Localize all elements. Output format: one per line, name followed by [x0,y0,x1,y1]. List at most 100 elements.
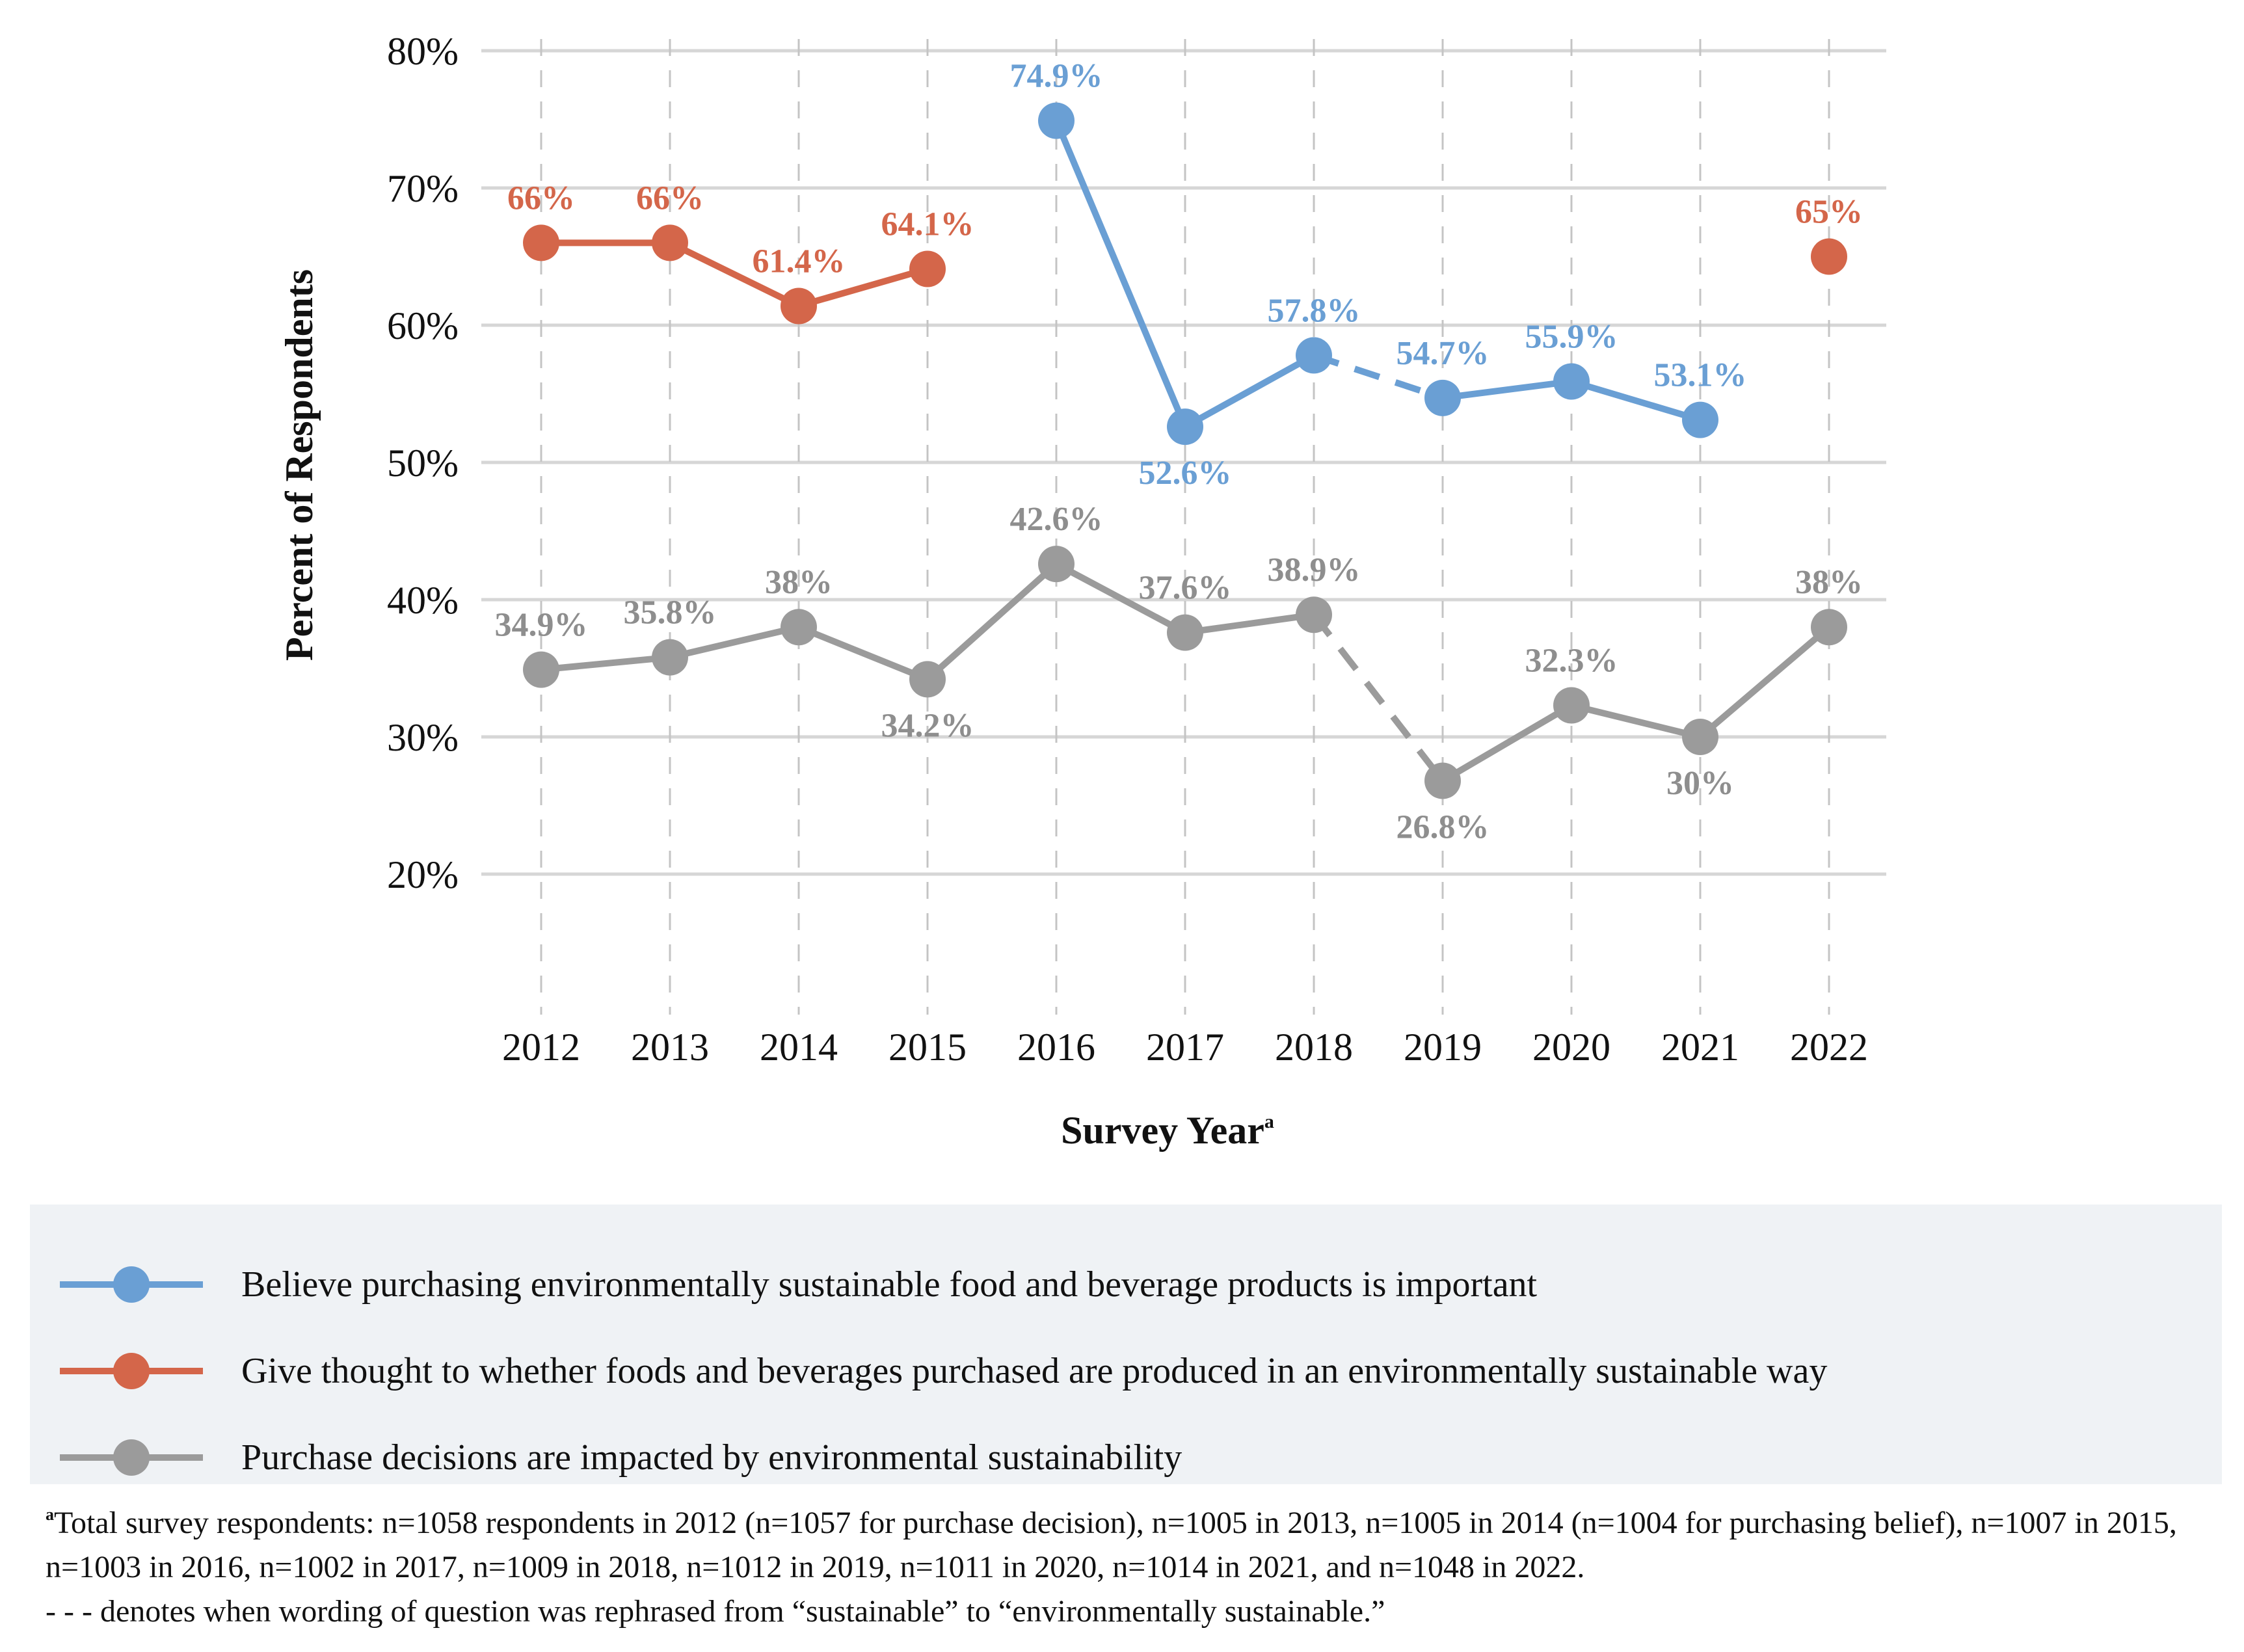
x-axis-title: Survey Yeara [1061,1109,1274,1152]
series-2-point [1811,609,1847,646]
series-2-point [1682,719,1718,755]
series-0-point [1296,337,1332,374]
x-tick-label: 2018 [1275,1026,1353,1069]
series-2-segment [1182,611,1317,636]
series-2-data-label: 26.8% [1396,809,1489,846]
series-1-segment [667,239,802,310]
x-tick-label: 2021 [1661,1026,1739,1069]
series-2-segment [667,624,802,661]
series-2-segment [1439,702,1575,784]
series-2-point [1167,614,1203,651]
x-tick-label: 2019 [1404,1026,1482,1069]
legend-label-thought: Give thought to whether foods and bevera… [241,1351,1828,1391]
series-points [523,102,1847,799]
series-2-point [909,661,946,698]
series-2-data-label: 30% [1666,765,1734,802]
series-1-point [1811,238,1847,275]
series-0-data-label: 54.7% [1396,335,1489,372]
series-1-point [781,287,817,325]
series-1-data-label: 66% [507,180,575,217]
series-0-point [1682,401,1718,438]
series-0-data-label: 57.8% [1268,292,1361,329]
legend-item-thought: Give thought to whether foods and bevera… [30,1345,2222,1397]
legend-swatch-decisions [60,1439,203,1476]
series-0-segment [1439,378,1575,401]
y-axis-title: Percent of Respondents [278,269,321,661]
series-1-point [909,250,946,287]
series-2-segment [1697,624,1832,740]
series-0-segment [1568,378,1703,423]
series-2-data-label: 34.9% [495,607,588,644]
legend-swatch-importance [60,1266,203,1303]
series-0-segment [1182,352,1317,431]
series-1-data-label: 65% [1795,194,1863,231]
series-1-segment [795,265,931,310]
series-2-segment [924,561,1060,683]
chart-grid [481,49,1886,876]
series-2-point [1553,687,1590,724]
legend-label-decisions: Purchase decisions are impacted by envir… [241,1437,1182,1478]
y-tick-label: 70% [387,167,459,210]
series-lines [538,117,1832,784]
series-2-point [1296,596,1332,633]
legend-marker-thought [113,1353,150,1389]
series-1-data-label: 61.4% [753,243,846,280]
series-0-data-label: 53.1% [1654,357,1747,394]
legend-item-decisions: Purchase decisions are impacted by envir… [30,1432,2222,1484]
series-0-data-label: 52.6% [1139,455,1232,492]
series-0-point [1424,379,1461,416]
x-axis-title-superscript: a [1264,1111,1274,1132]
y-tick-label: 20% [387,853,459,896]
series-2-data-label: 38% [765,564,833,601]
series-0-point [1167,408,1203,446]
legend-swatch-thought [60,1353,203,1389]
x-tick-label: 2016 [1017,1026,1095,1069]
series-1-point [652,224,688,261]
x-tick-label: 2020 [1532,1026,1610,1069]
footnote-text: Total survey respondents: n=1058 respond… [46,1506,2177,1584]
footnote-dash-note: - - - denotes when wording of question w… [46,1594,1385,1629]
line-chart: 20% 30% 40% 50% 60% 70% 80% 2012 2013 2014 2015 20… [278,30,1886,1152]
series-0-segment [1313,352,1444,401]
series-2-point [652,639,688,676]
series-2-point [1424,762,1461,799]
y-tick-label: 60% [387,304,459,347]
footnote: aTotal survey respondents: n=1058 respon… [46,1493,2211,1634]
series-2-data-label: 34.2% [881,707,974,744]
series-2-point [1038,546,1075,583]
series-0-point [1038,102,1075,139]
series-2-data-label: 38% [1795,564,1863,601]
series-2-data-label: 32.3% [1525,642,1618,679]
series-0-data-label: 74.9% [1010,58,1103,95]
series-data-labels: 74.9% 52.6% 57.8% 54.7% 55.9% 53.1% 66% 66% 61.4… [495,58,1863,846]
x-tick-label: 2022 [1790,1026,1868,1069]
series-2-data-label: 38.9% [1268,552,1361,589]
y-tick-label: 40% [387,579,459,622]
series-1-data-label: 64.1% [881,206,974,243]
series-2-segment [538,654,673,673]
series-2-data-label: 42.6% [1010,501,1103,538]
series-2-segment [1053,561,1188,636]
legend: Believe purchasing environmentally susta… [30,1205,2222,1484]
x-tick-label: 2012 [502,1026,580,1069]
series-0-segment [1053,117,1188,431]
legend-marker-decisions [113,1439,150,1476]
series-2-segment [1568,702,1703,740]
x-tick-label: 2014 [760,1026,838,1069]
y-tick-label: 80% [387,30,459,73]
x-axis-ticks: 2012 2013 2014 2015 2016 2017 2018 2019 2020 2021… [502,1026,1868,1069]
chart-x-gridlines [540,39,1830,1015]
x-tick-label: 2013 [631,1026,709,1069]
footnote-respondents: aTotal survey respondents: n=1058 respon… [46,1493,2211,1590]
series-2-segment [1311,613,1445,783]
series-2-point [781,609,817,646]
y-tick-label: 30% [387,716,459,759]
series-2-segment [795,624,931,683]
series-2-data-label: 35.8% [624,594,717,632]
x-tick-label: 2015 [888,1026,967,1069]
series-2-data-label: 37.6% [1139,570,1232,607]
y-axis-ticks: 20% 30% 40% 50% 60% 70% 80% [387,30,459,896]
series-0-point [1553,363,1590,400]
y-tick-label: 50% [387,442,459,485]
footnote-marker: a [46,1505,54,1524]
